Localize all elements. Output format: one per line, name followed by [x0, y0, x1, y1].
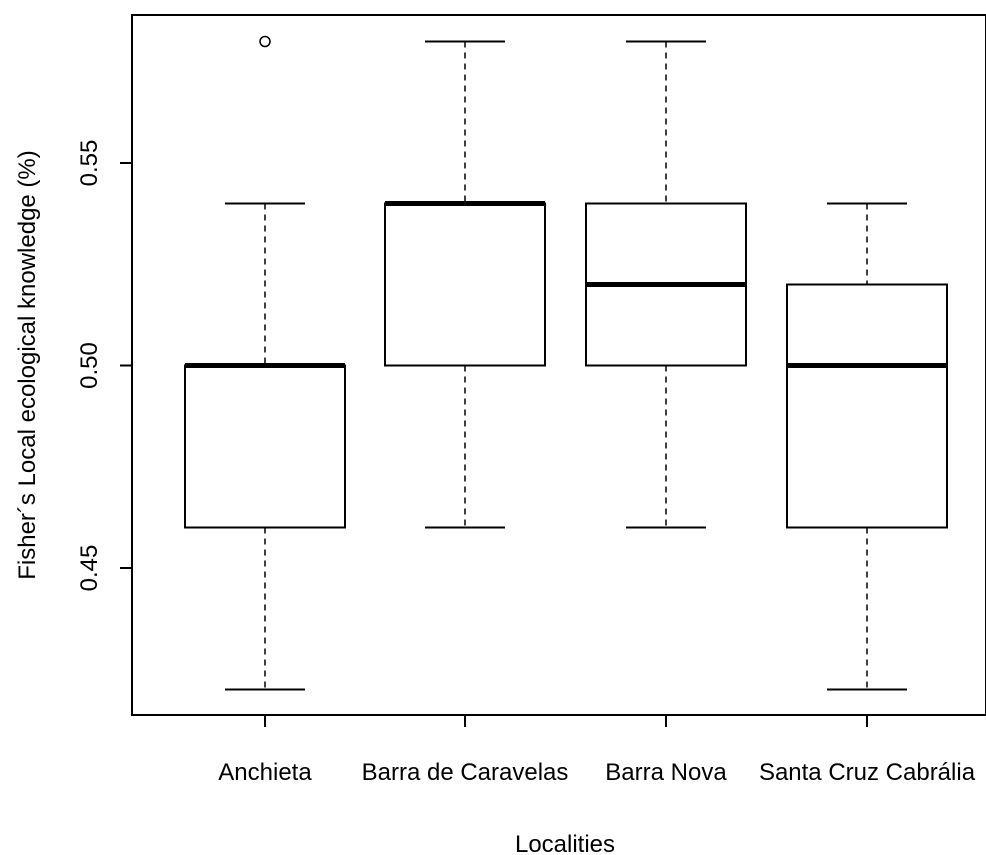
box-3 — [585, 40, 747, 529]
x-tick-label: Anchieta — [218, 759, 312, 786]
x-tick-label: Barra de Caravelas — [362, 759, 569, 786]
box-1 — [184, 35, 346, 691]
y-axis-label: Fisher´s Local ecological knowledge (%) — [14, 150, 41, 580]
box-4 — [786, 202, 948, 691]
y-tick-label: 0.50 — [76, 342, 103, 389]
y-tick-label: 0.55 — [76, 140, 103, 187]
box-2 — [384, 40, 546, 529]
x-axis-label: Localities — [515, 831, 615, 855]
box-iqr — [384, 202, 546, 367]
x-tick-label: Santa Cruz Cabrália — [759, 759, 976, 786]
x-tick-label: Barra Nova — [605, 759, 727, 786]
y-axis: 0.45 0.50 0.55 — [76, 140, 132, 592]
y-tick-label: 0.45 — [76, 545, 103, 592]
boxes-group — [184, 35, 948, 691]
box-iqr — [786, 283, 948, 529]
outlier-point — [259, 35, 271, 48]
x-axis: Anchieta Barra de Caravelas Barra Nova Sant… — [218, 715, 976, 786]
box-iqr — [184, 364, 346, 529]
